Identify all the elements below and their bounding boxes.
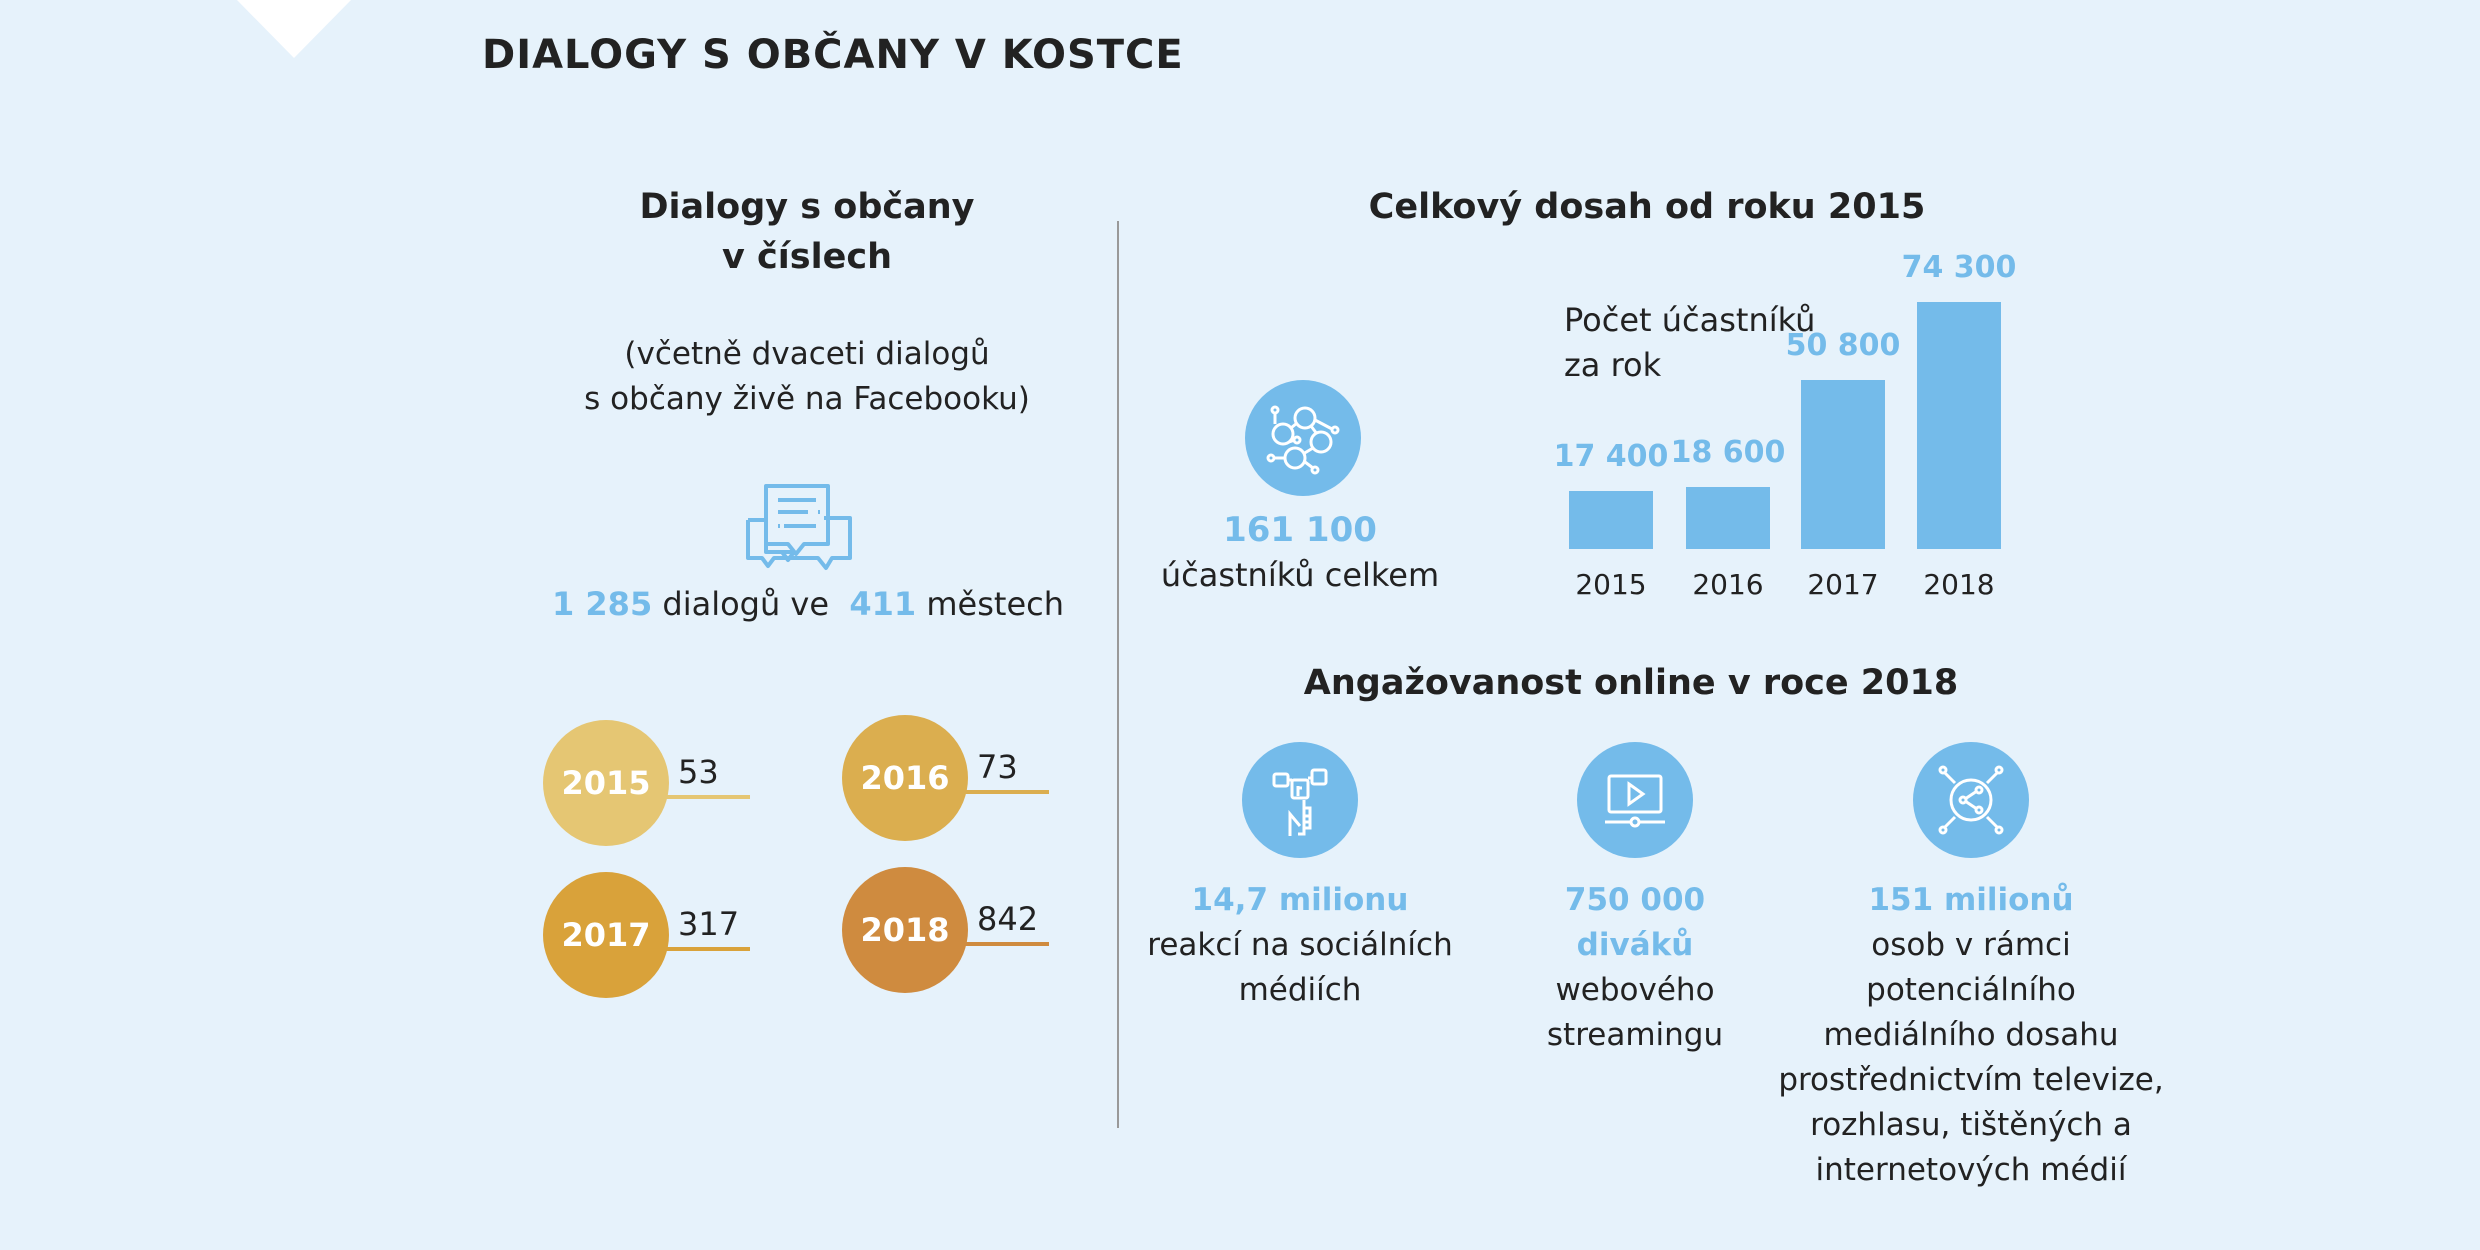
year-underline (963, 942, 1049, 946)
bar-category-label: 2017 (1807, 568, 1879, 601)
dialogs-per-year: 73 (977, 748, 1018, 786)
year-underline (664, 947, 750, 951)
chat-bubbles-icon (744, 482, 856, 582)
dialogs-count: 1 285 (552, 585, 653, 623)
online-stat-value: 750 000 (1564, 882, 1706, 918)
decorative-triangle (237, 0, 351, 58)
bar-2017 (1801, 380, 1885, 549)
bar-value-label: 17 400 (1553, 439, 1669, 475)
online-stat-value: 14,7 milionu (1191, 882, 1409, 918)
year-underline (963, 790, 1049, 794)
online-stat-text: médiích (1238, 972, 1362, 1008)
page-title: DIALOGY S OBČANY V KOSTCE (482, 32, 1184, 78)
online-stat-text: osob v rámci (1871, 927, 2071, 963)
online-stat-text: rozhlasu, tištěných a (1810, 1107, 2132, 1143)
online-stat-text: webového (1555, 972, 1715, 1008)
online-heading: Angažovanost online v roce 2018 (1303, 663, 1959, 703)
dialogs-summary: 1 285 dialogů ve 411 městech (552, 585, 1064, 623)
subtitle-line: s občany živě na Facebooku) (584, 381, 1030, 417)
online-stat: 750 000 diváků webového streamingu (1547, 878, 1723, 1058)
cities-text: městech (926, 585, 1064, 623)
year-circle-2015: 2015 (543, 720, 669, 846)
online-stat-value: 151 milionů (1868, 882, 2074, 918)
year-circle-2017: 2017 (543, 872, 669, 998)
bar-2016 (1686, 487, 1770, 549)
bar-2015 (1569, 491, 1653, 549)
left-heading-line: v číslech (722, 237, 892, 277)
subtitle-line: (včetně dvaceti dialogů (624, 336, 990, 372)
left-heading: Dialogy s občany v číslech (640, 182, 975, 282)
chart-label-line: Počet účastníků (1564, 301, 1816, 339)
vertical-divider (1117, 221, 1119, 1128)
dialogs-per-year: 842 (977, 900, 1039, 938)
online-stat-text: streamingu (1546, 1017, 1724, 1053)
reach-heading: Celkový dosah od roku 2015 (1368, 187, 1926, 227)
year-circle-2016: 2016 (842, 715, 968, 841)
total-participants: 161 100 (1223, 510, 1377, 550)
bar-value-label: 50 800 (1785, 328, 1901, 364)
cities-count: 411 (849, 585, 917, 623)
video-streaming-icon (1577, 742, 1693, 858)
bar-category-label: 2015 (1575, 568, 1647, 601)
online-stat-text: reakcí na sociálních (1147, 927, 1453, 963)
chart-label: Počet účastníků za rok (1564, 298, 1815, 388)
online-stat: 151 milionů osob v rámci potenciálního medi… (1778, 878, 2163, 1193)
online-stat-text: potenciálního (1866, 972, 2076, 1008)
dialogs-per-year: 53 (678, 753, 719, 791)
year-underline (664, 795, 750, 799)
share-network-icon (1913, 742, 2029, 858)
online-stat-value: diváků (1576, 927, 1694, 963)
year-circle-2018: 2018 (842, 867, 968, 993)
bar-category-label: 2016 (1692, 568, 1764, 601)
chart-label-line: za rok (1564, 346, 1662, 384)
left-heading-line: Dialogy s občany (639, 187, 975, 227)
online-stat: 14,7 milionu reakcí na sociálních médiích (1147, 878, 1452, 1013)
dialogs-text: dialogů ve (662, 585, 830, 623)
online-stat-text: prostřednictvím televize, (1778, 1062, 2164, 1098)
left-subtitle: (včetně dvaceti dialogů s občany živě na… (584, 332, 1030, 422)
total-participants-label: účastníků celkem (1160, 556, 1440, 594)
online-stat-text: mediálního dosahu (1823, 1017, 2119, 1053)
bar-value-label: 18 600 (1670, 435, 1786, 471)
bar-2018 (1917, 302, 2001, 549)
bar-value-label: 74 300 (1901, 250, 2017, 285)
social-media-icon (1242, 742, 1358, 858)
bar-category-label: 2018 (1923, 568, 1995, 601)
online-stat-text: internetových médií (1815, 1152, 2127, 1188)
people-network-icon (1245, 380, 1361, 496)
dialogs-per-year: 317 (678, 905, 740, 943)
